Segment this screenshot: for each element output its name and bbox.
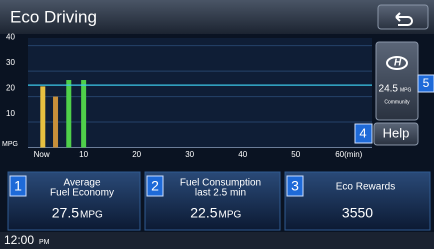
badge-text: 3 xyxy=(291,178,299,194)
help-label: Help xyxy=(383,125,410,140)
panel-value: 3550 xyxy=(342,205,373,221)
x-tick-label: 10 xyxy=(79,150,88,159)
x-tick-label: 40 xyxy=(238,150,247,159)
chart-area xyxy=(28,38,372,148)
panel-unit: MPG xyxy=(80,210,103,221)
logo-h: H xyxy=(394,58,402,69)
badge-text: 4 xyxy=(359,125,366,140)
community-unit: MPG xyxy=(400,87,412,93)
panel-value: 22.5 xyxy=(190,205,217,221)
panel-title: last 2.5 min xyxy=(195,188,246,199)
badge-text: 1 xyxy=(14,178,22,194)
badge-text: 2 xyxy=(151,178,159,194)
x-tick-label: Now xyxy=(34,150,50,159)
ampm: PM xyxy=(39,239,50,246)
screen: Eco Driving 10 20 30 40 MPG Now 10 20 30 40 50 60(m… xyxy=(0,0,434,249)
x-tick-label: 50 xyxy=(291,150,300,159)
bar xyxy=(40,86,45,147)
y-axis-label: MPG xyxy=(2,141,18,148)
y-tick-label: 20 xyxy=(6,84,15,93)
time: 12:00 xyxy=(4,233,34,247)
bar xyxy=(81,80,86,147)
community-label: Community xyxy=(384,99,410,105)
panel-title: Eco Rewards xyxy=(336,182,395,193)
x-tick-label: 30 xyxy=(185,150,194,159)
panel-value: 27.5 xyxy=(52,205,79,221)
community-value: 24.5 xyxy=(379,84,399,95)
badge-text: 5 xyxy=(423,76,430,90)
eco-screen: Eco Driving 10 20 30 40 MPG Now 10 20 30 40 50 60(m… xyxy=(0,0,434,249)
y-tick-label: 30 xyxy=(6,58,15,67)
y-tick-label: 10 xyxy=(6,109,15,118)
community-box[interactable] xyxy=(376,42,418,120)
x-tick-label: 60(min) xyxy=(335,150,362,159)
status-bar xyxy=(0,232,434,249)
bar xyxy=(66,80,71,147)
bar xyxy=(53,97,58,148)
panel-title: Fuel Economy xyxy=(50,188,114,199)
x-tick-label: 20 xyxy=(132,150,141,159)
title: Eco Driving xyxy=(10,7,97,26)
y-tick-label: 40 xyxy=(6,33,15,42)
panel-unit: MPG xyxy=(219,210,242,221)
